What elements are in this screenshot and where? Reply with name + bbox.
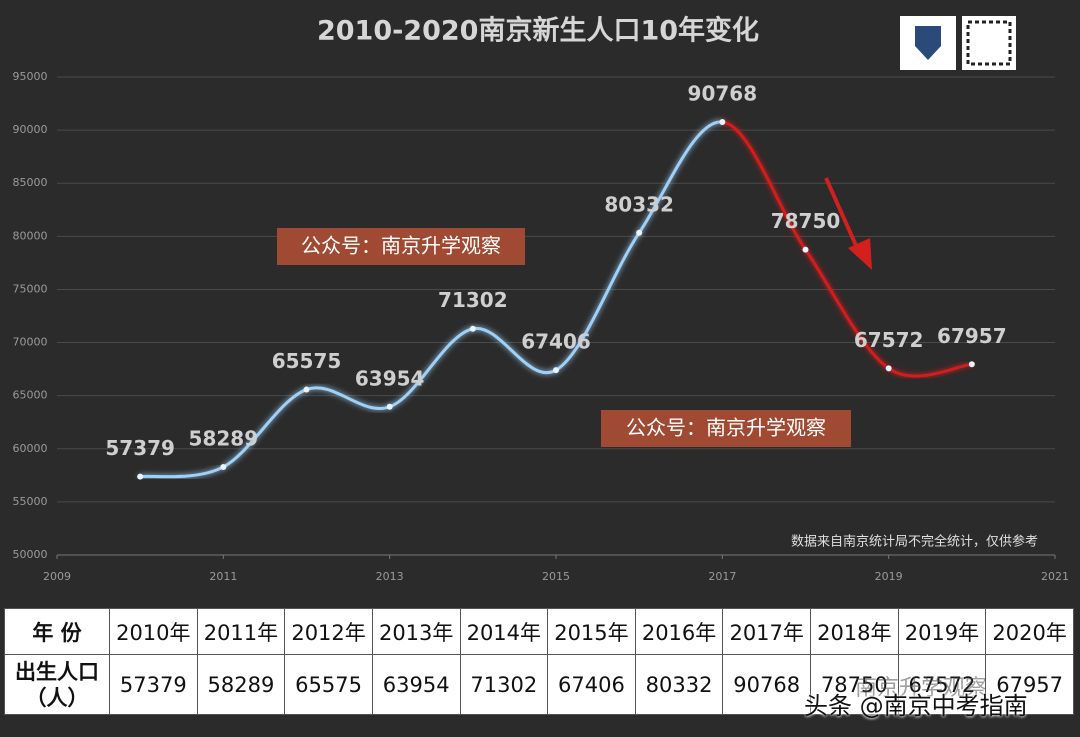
header-label: 年 份 [4,608,110,655]
data-point [802,246,809,253]
data-label: 57379 [105,436,175,460]
table-cell: 63954 [371,654,461,715]
data-point [719,118,726,125]
header-row: 年 份 2010年 2011年 2012年 2013年 2014年 2015年 2016年 20… [4,608,1074,655]
header-cell: 2019年 [897,608,987,655]
data-label: 67572 [854,328,924,352]
line-segment [221,388,308,469]
qr-code [962,16,1016,70]
data-label: 90768 [688,81,758,105]
table-cell: 80332 [634,654,724,715]
data-point [636,229,643,236]
annotation: 公众号：南京升学观察 [626,416,826,440]
header-cell: 2017年 [722,608,811,655]
data-point [386,403,393,410]
line-segment [138,465,225,479]
table-cell: 65575 [284,654,373,715]
x-tick-label: 2021 [1041,570,1069,583]
plot: 57379 58289 65575 63954 71302 67406 80332 90768… [105,81,1007,480]
table-watermark: 南京升学观察 [855,676,988,701]
line-segment [804,248,891,370]
line-segment [305,386,392,410]
table-cell: 78750 [810,654,899,715]
watermark: 头条 @南京中考指南 [804,692,1028,720]
y-tick-label: 90000 [13,123,48,136]
qr-pattern [966,20,1012,66]
x-tick-label: 2013 [376,570,404,583]
data-point [137,473,144,480]
header-cell: 2013年 [371,608,461,655]
x-tick-label: 2009 [43,570,71,583]
header-cell: 2016年 [634,608,724,655]
x-tick-label: 2011 [209,570,237,583]
table-cell: 67572 [897,654,987,715]
annotation: 公众号：南京升学观察 [301,234,501,258]
data-point [220,463,227,470]
data-label: 80332 [604,192,674,216]
row-label-line: （人） [25,685,89,710]
table-cell: 58289 [196,654,286,715]
trend-arrow [824,177,860,251]
x-tick-label: 2019 [875,570,903,583]
data-label: 67406 [521,330,591,354]
data-label: 78750 [771,209,841,233]
annotation-box [277,228,525,265]
row-label: 出生人口 （人） [4,654,110,715]
data-point [553,367,559,374]
grid: 50000 55000 60000 65000 70000 75000 80000 85000… [13,70,1070,583]
source-note: 数据来自南京统计局不完全统计，仅供参考 [791,534,1038,550]
data-label: 63954 [355,366,425,390]
y-tick-label: 95000 [13,70,48,83]
y-tick-label: 50000 [13,548,48,561]
data-point [885,365,892,372]
y-tick-label: 75000 [13,282,48,295]
trend-arrow-head [848,238,872,270]
data-point [968,361,975,368]
data-label: 65575 [272,349,342,373]
line-segment [637,120,724,235]
header-cell: 2012年 [284,608,373,655]
y-tick-label: 70000 [13,336,48,349]
data-row: 出生人口 （人） 57379 58289 65575 63954 71302 67406 803… [4,654,1074,715]
y-tick-label: 60000 [13,442,48,455]
data-point [469,325,476,332]
line-segment [554,231,641,372]
line-segment [388,327,475,409]
y-tick-label: 80000 [13,229,48,242]
y-tick-label: 55000 [13,495,48,508]
header-cell: 2011年 [196,608,286,655]
data-point [303,386,310,393]
table-cell: 71302 [459,654,549,715]
table-cell: 67957 [985,654,1074,715]
row-label-line: 出生人口 [15,659,99,684]
data-label: 67957 [937,324,1007,348]
y-tick-label: 65000 [13,389,48,402]
table-cell: 90768 [722,654,811,715]
line-segment [887,362,974,378]
table-cell: 67406 [547,654,636,715]
header-cell: 2015年 [547,608,636,655]
y-tick-label: 85000 [13,176,48,189]
x-tick-label: 2015 [542,570,570,583]
header-cell: 2020年 [985,608,1074,655]
data-label: 58289 [189,426,259,450]
x-tick-label: 2017 [708,570,736,583]
logo-shield [915,26,941,60]
line-segment [471,327,558,375]
header-cell: 2014年 [459,608,549,655]
data-table: 年 份 2010年 2011年 2012年 2013年 2014年 2015年 2016年 20… [4,608,1074,715]
annotation-box [601,410,851,447]
data-label: 71302 [438,288,508,312]
chart-title: 2010-2020南京新生人口10年变化 [317,15,759,47]
table-cell: 57379 [109,654,198,715]
line-segment [720,120,807,252]
header-cell: 2010年 [109,608,198,655]
header-cell: 2018年 [810,608,899,655]
